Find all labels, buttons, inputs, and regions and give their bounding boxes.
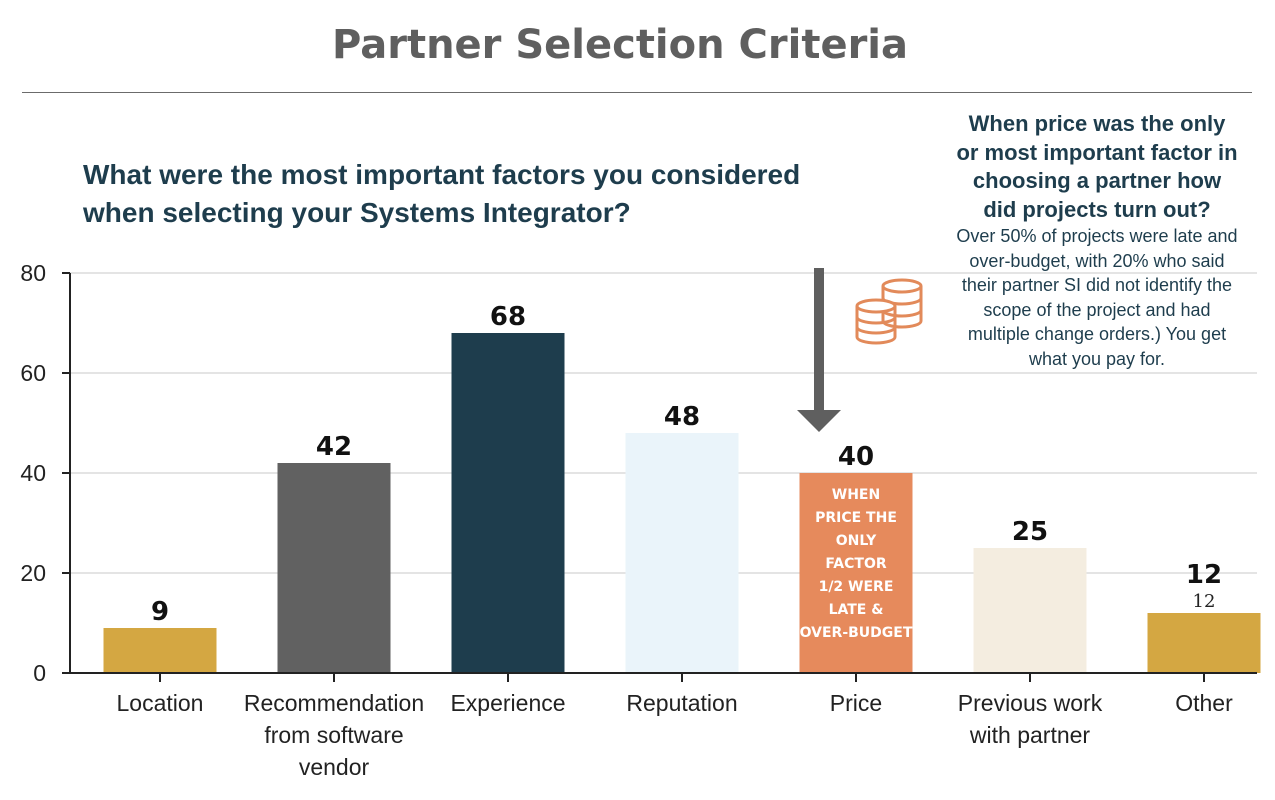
axes: [62, 272, 1257, 682]
bar-price: [799, 473, 913, 673]
y-tick-label: 60: [20, 360, 46, 386]
title-divider: [22, 92, 1252, 93]
chart-labels: 0 20 40 60 80 9 Location 42 Recommendation from s…: [20, 260, 1233, 780]
coin-stack-icon: [855, 278, 923, 345]
y-tick-label: 20: [20, 560, 46, 586]
bar-previous: [973, 548, 1087, 673]
down-arrow-icon: [797, 268, 841, 432]
x-category-label: Other: [1175, 690, 1233, 716]
bars: [103, 333, 1261, 673]
bar-secondary-value-label: 12: [1193, 591, 1216, 612]
bar-reputation: [625, 433, 739, 673]
x-category-label: Previous work with partner: [958, 690, 1103, 748]
bar-value-label: 42: [316, 432, 352, 462]
bar-value-label: 48: [664, 402, 700, 432]
x-category-label: Reputation: [626, 690, 737, 716]
x-category-label: Experience: [450, 690, 565, 716]
bar-recommendation: [277, 463, 391, 673]
bar-experience: [451, 333, 565, 673]
bar-value-label: 40: [838, 442, 874, 472]
callout-heading: When price was the only or most importan…: [956, 111, 1238, 222]
bar-annotation: WHEN PRICE THE ONLY FACTOR 1/2 WERE LATE & OVE…: [800, 487, 913, 641]
chart-question: What were the most important factors you…: [83, 159, 801, 228]
callout-body: Over 50% of projects were late and over-…: [956, 226, 1238, 369]
bar-value-label: 9: [151, 597, 169, 627]
bar-value-label: 25: [1012, 517, 1048, 547]
bar-value-label: 12: [1186, 560, 1222, 590]
bar-location: [103, 628, 217, 673]
bar-value-label: 68: [490, 302, 526, 332]
price-callout: When price was the only or most importan…: [956, 110, 1238, 371]
x-category-label: Location: [117, 690, 204, 716]
y-tick-label: 0: [33, 660, 46, 686]
x-category-label: Recommendation from software vendor: [244, 690, 424, 780]
page-title: Partner Selection Criteria: [331, 22, 908, 68]
bar-other: [1147, 613, 1261, 673]
x-category-label: Price: [830, 690, 882, 716]
y-tick-label: 80: [20, 260, 46, 286]
y-tick-label: 40: [20, 460, 46, 486]
